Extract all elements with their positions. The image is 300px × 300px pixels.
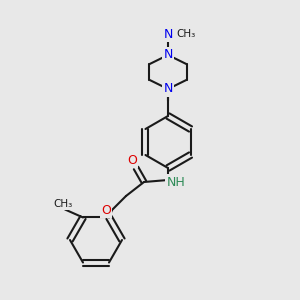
Text: CH₃: CH₃: [176, 29, 195, 39]
Text: O: O: [127, 154, 137, 166]
Text: N: N: [163, 49, 173, 62]
Text: N: N: [163, 28, 173, 40]
Text: O: O: [101, 203, 111, 217]
Text: NH: NH: [167, 176, 185, 188]
Text: CH₃: CH₃: [53, 200, 73, 209]
Text: N: N: [163, 82, 173, 95]
